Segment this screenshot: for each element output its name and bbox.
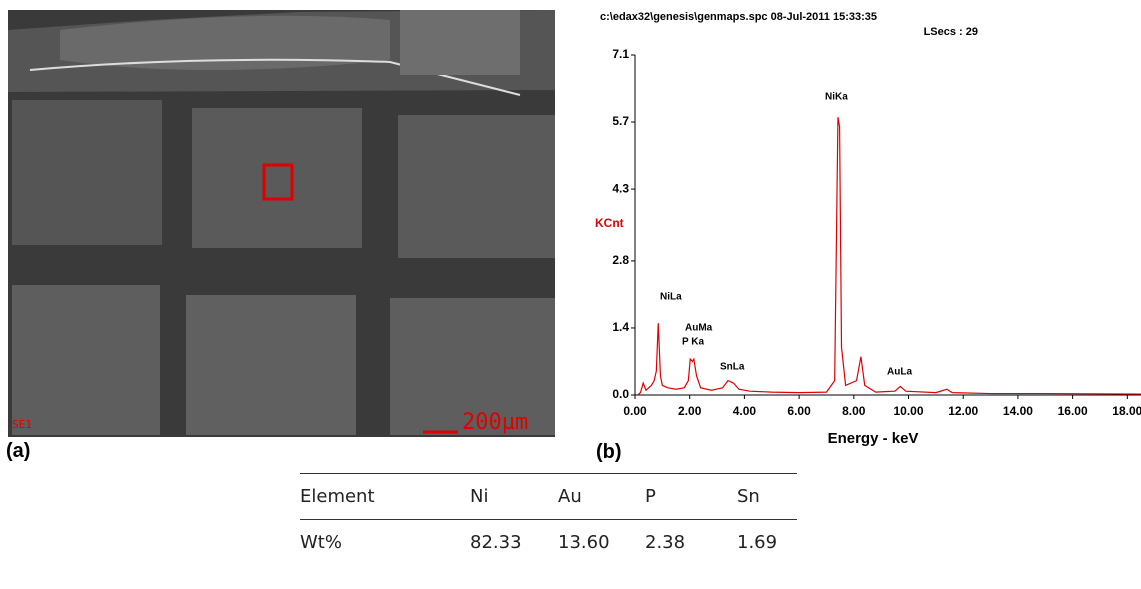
table-cell: Au [558, 486, 582, 507]
y-tick-label: 2.8 [612, 253, 629, 267]
x-tick-label: 2.00 [678, 404, 702, 418]
y-tick-label: 7.1 [612, 47, 629, 61]
table-cell: Element [300, 486, 375, 507]
detector-label: SE1 [12, 418, 32, 431]
peak-label: NiLa [660, 292, 682, 303]
peak-label: P Ka [682, 337, 704, 348]
chart: c:\edax32\genesis\genmaps.spc 08-Jul-201… [595, 11, 1141, 447]
peak-label: AuMa [685, 323, 713, 334]
y-axis-label: KCnt [595, 216, 624, 230]
table-cell: Wt% [300, 532, 342, 553]
table-cell: 2.38 [645, 532, 686, 553]
x-tick-label: 14.00 [1003, 404, 1033, 418]
chart-header: LSecs : 29 [924, 26, 978, 38]
x-tick-label: 12.00 [948, 404, 978, 418]
x-tick-label: 8.00 [842, 404, 866, 418]
table-cell: Ni [470, 486, 489, 507]
table-cell: 1.69 [737, 532, 778, 553]
x-tick-label: 18.00 [1112, 404, 1141, 418]
y-tick-label: 0.0 [612, 387, 629, 401]
table-row: Wt% 82.33 13.60 2.38 1.69 [300, 520, 797, 566]
x-tick-label: 6.00 [787, 404, 811, 418]
x-tick-label: 4.00 [733, 404, 757, 418]
y-tick-label: 5.7 [612, 114, 629, 128]
table: Element Ni Au P Sn Wt% 82.33 13.60 2.38 1.69 [300, 473, 797, 565]
x-tick-label: 16.00 [1058, 404, 1088, 418]
peak-label: NiKa [825, 92, 848, 103]
x-tick-label: 10.00 [893, 404, 923, 418]
y-tick-label: 4.3 [612, 181, 629, 195]
scale-bar-label: 200µm [462, 410, 528, 435]
panel-label: (a) [6, 440, 31, 462]
sem-image: SE1 200µm [8, 10, 555, 437]
table-header: Element Ni Au P Sn [300, 473, 797, 520]
table-cell: 82.33 [470, 532, 522, 553]
panel-label: (b) [596, 441, 622, 463]
spectrum-line [637, 117, 1141, 396]
table-cell: P [645, 486, 656, 507]
peak-label: AuLa [887, 367, 912, 378]
table-cell: 13.60 [558, 532, 610, 553]
chart-header: c:\edax32\genesis\genmaps.spc 08-Jul-201… [600, 11, 877, 23]
table-cell: Sn [737, 486, 760, 507]
x-axis-label: Energy - keV [828, 430, 919, 447]
x-tick-label: 0.00 [623, 404, 647, 418]
peak-label: SnLa [720, 362, 745, 373]
y-tick-label: 1.4 [612, 320, 629, 334]
